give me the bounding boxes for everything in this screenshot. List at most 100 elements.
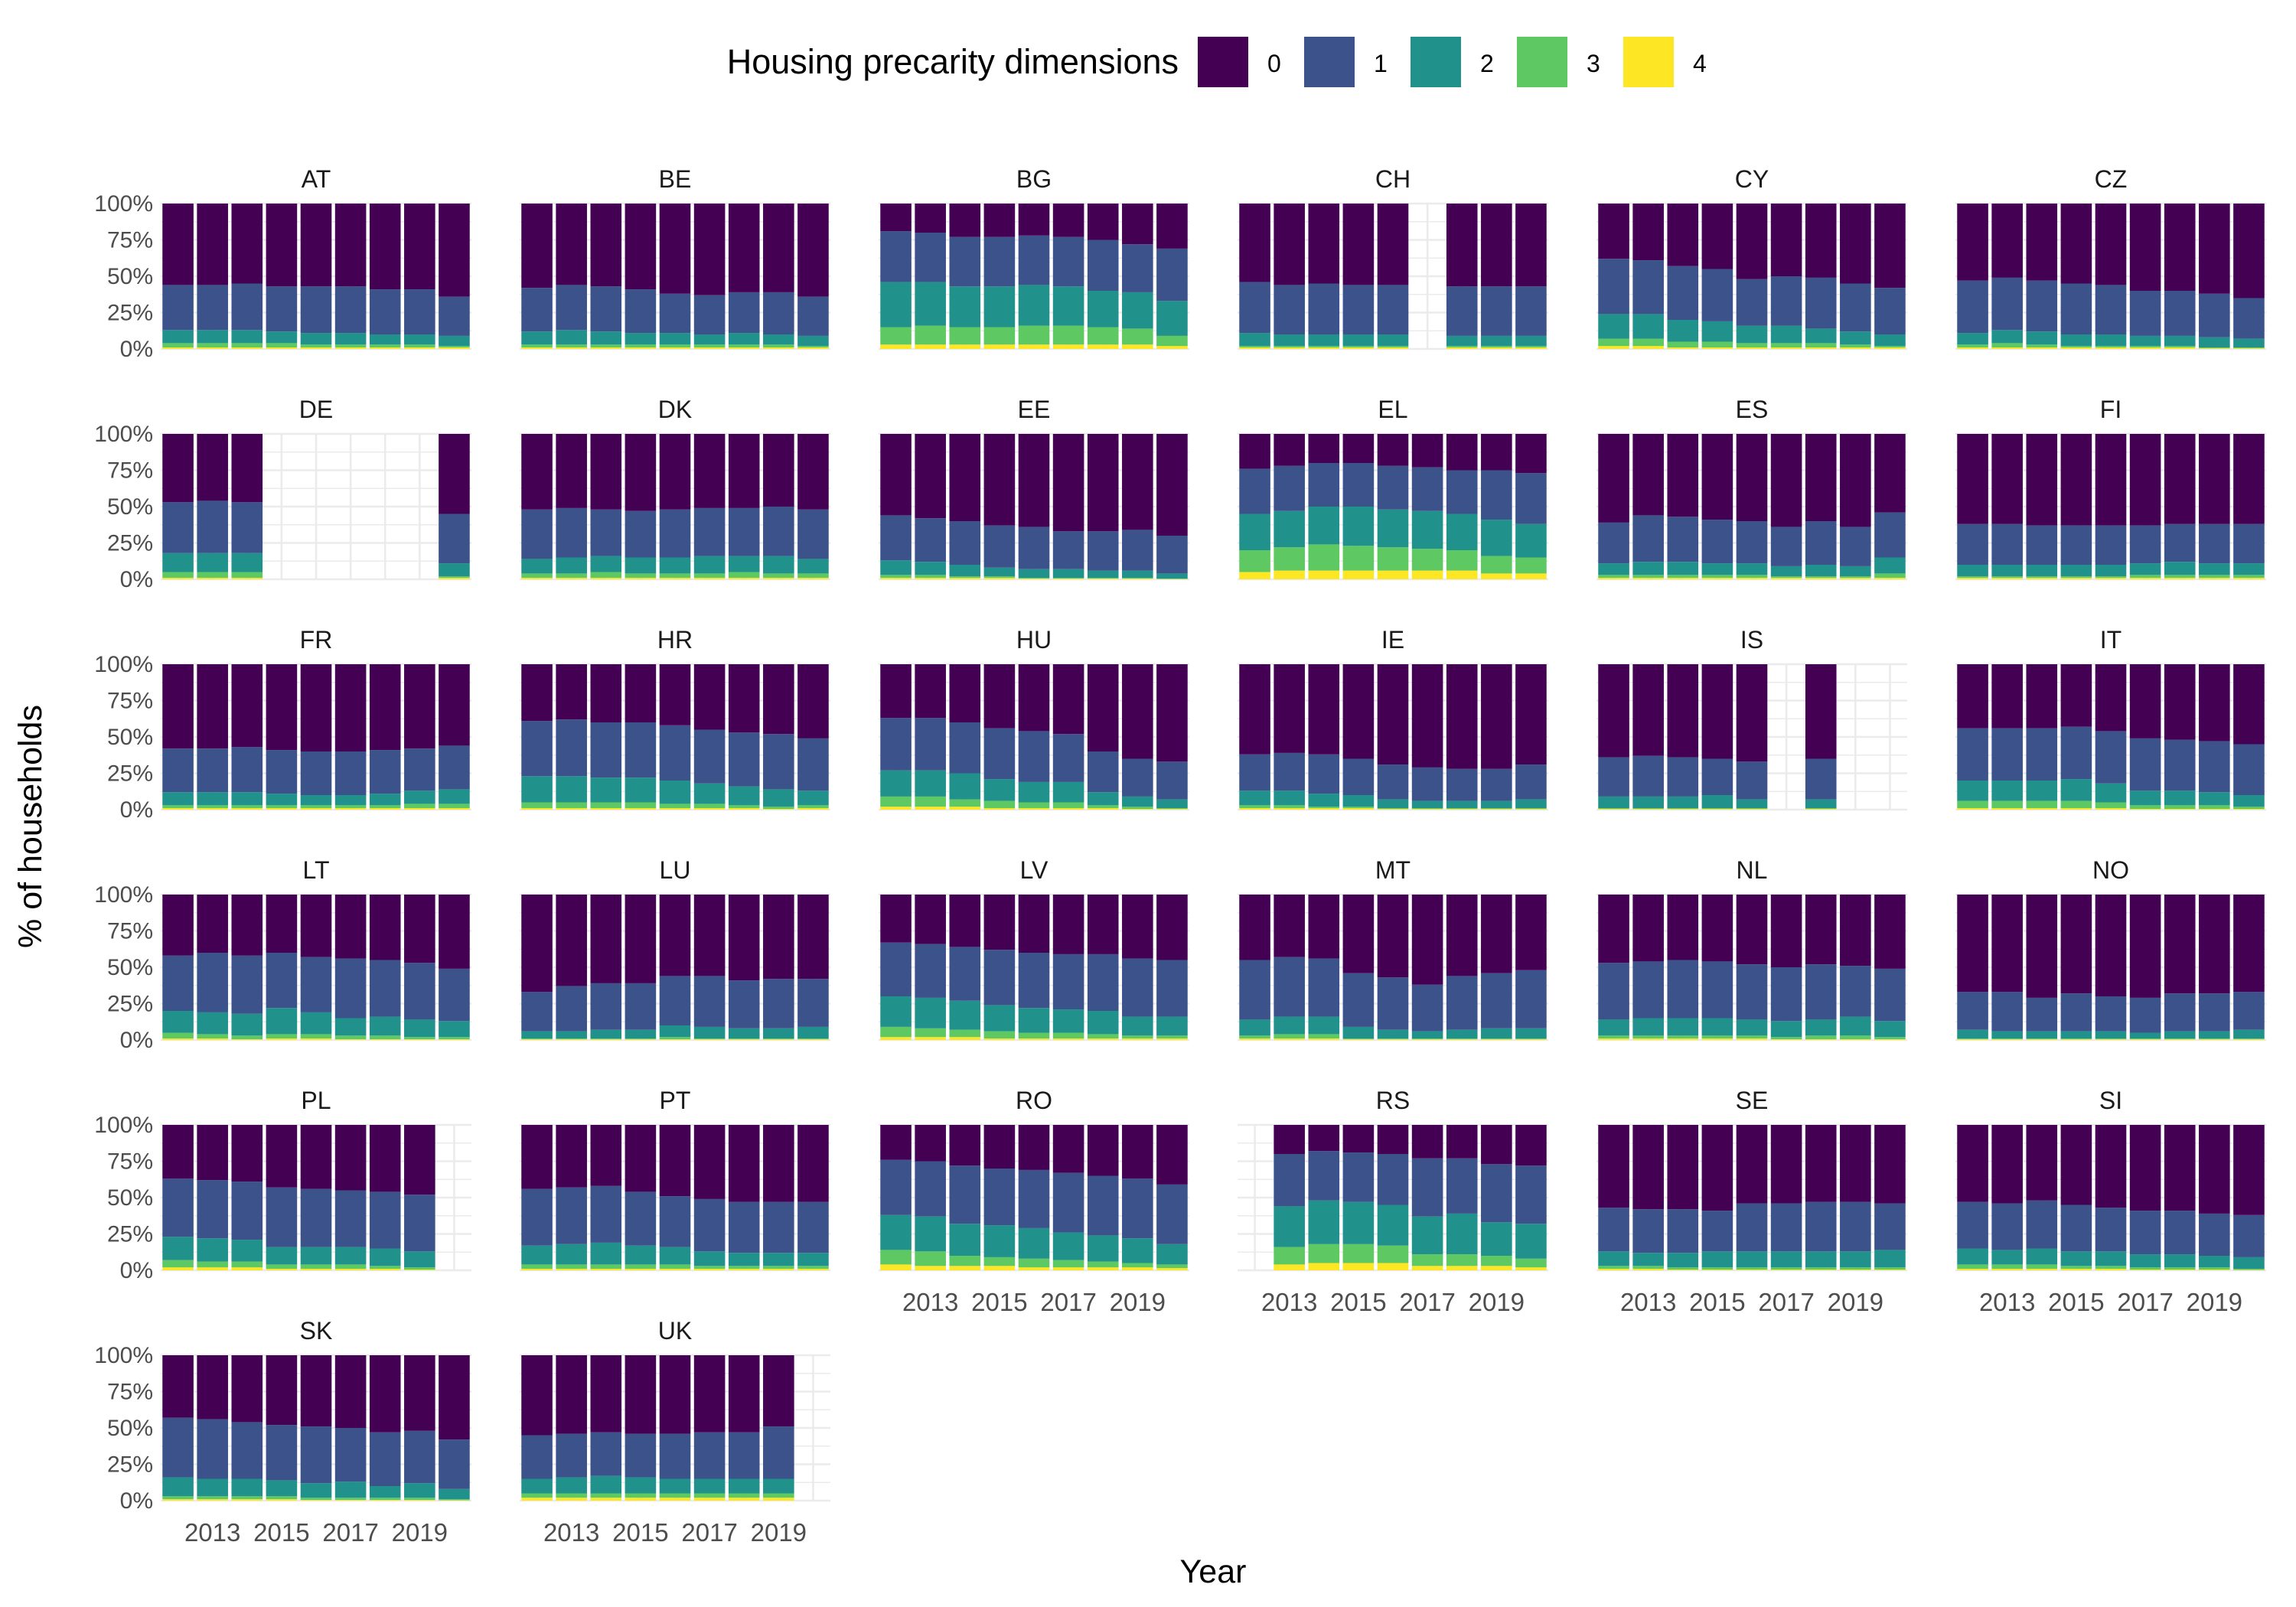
bar-segment-4 xyxy=(1991,1269,2023,1270)
bar-segment-3 xyxy=(1481,1038,1512,1040)
facet-title: LV xyxy=(1020,856,1049,884)
bar-segment-2 xyxy=(556,1031,587,1039)
bar-segment-4 xyxy=(625,578,657,579)
bar-segment-2 xyxy=(1018,569,1050,579)
bar-segment-4 xyxy=(1377,1039,1409,1040)
facet-lu: LU xyxy=(520,856,830,1041)
bar-segment-3 xyxy=(1446,346,1478,348)
bar-segment-4 xyxy=(915,578,946,579)
bar-segment-2 xyxy=(1481,1222,1512,1256)
bar-segment-4 xyxy=(300,808,332,810)
bar-segment-1 xyxy=(2026,997,2058,1032)
bar-segment-3 xyxy=(1632,1266,1664,1270)
bar-segment-3 xyxy=(1515,346,1547,348)
bar-segment-1 xyxy=(266,1425,298,1481)
bar-segment-1 xyxy=(1770,276,1802,326)
bar-segment-0 xyxy=(1701,895,1733,962)
bar-segment-3 xyxy=(1701,808,1733,810)
bar-segment-2 xyxy=(1411,1031,1443,1039)
bar-segment-1 xyxy=(2164,739,2196,791)
bar-segment-3 xyxy=(2026,800,2058,809)
bar-segment-2 xyxy=(521,331,553,345)
bar-segment-4 xyxy=(231,1267,263,1270)
bar-segment-2 xyxy=(1515,799,1547,809)
bar-segment-4 xyxy=(590,578,622,579)
bar-segment-2 xyxy=(1770,1021,1802,1038)
bar-segment-3 xyxy=(162,572,194,579)
bar-segment-3 xyxy=(1874,573,1906,579)
facet-title: IT xyxy=(2100,626,2122,654)
bar-segment-3 xyxy=(1156,1264,1188,1269)
bar-segment-2 xyxy=(915,997,946,1028)
bar-segment-0 xyxy=(1840,895,1871,966)
bar-segment-2 xyxy=(1156,799,1188,809)
bar-segment-0 xyxy=(1087,204,1119,240)
bar-segment-2 xyxy=(2060,1251,2092,1266)
bar-segment-2 xyxy=(1957,781,1988,801)
facet-title: IE xyxy=(1381,626,1404,654)
bar-segment-4 xyxy=(266,347,298,349)
bar-segment-0 xyxy=(162,204,194,285)
bar-segment-3 xyxy=(1957,1038,1988,1040)
bar-segment-1 xyxy=(1805,277,1837,329)
bar-segment-1 xyxy=(728,732,760,787)
bar-segment-2 xyxy=(1087,792,1119,806)
bar-segment-0 xyxy=(1308,1125,1340,1152)
bar-segment-4 xyxy=(1342,347,1375,349)
bar-segment-4 xyxy=(439,808,470,810)
bar-segment-0 xyxy=(1632,434,1664,516)
facet-es: ES xyxy=(1596,396,1907,581)
bar-segment-1 xyxy=(1632,755,1664,797)
bar-segment-2 xyxy=(404,1251,435,1268)
bar-segment-2 xyxy=(590,777,622,803)
bar-segment-1 xyxy=(1481,768,1512,801)
bar-segment-1 xyxy=(2026,280,2058,332)
bar-segment-0 xyxy=(625,434,657,511)
bar-segment-3 xyxy=(1052,802,1084,809)
bar-segment-4 xyxy=(1122,1038,1153,1040)
bar-segment-1 xyxy=(369,750,401,794)
facet-title: UK xyxy=(658,1317,692,1345)
bar-segment-4 xyxy=(2199,578,2230,579)
bar-segment-0 xyxy=(1052,204,1084,237)
bar-segment-3 xyxy=(949,1256,981,1266)
bar-segment-0 xyxy=(1481,1125,1512,1165)
bar-segment-3 xyxy=(2095,802,2127,809)
bar-segment-1 xyxy=(2095,996,2127,1032)
bar-segment-3 xyxy=(983,327,1016,345)
bar-segment-3 xyxy=(1736,343,1768,348)
bar-segment-2 xyxy=(1481,1028,1512,1039)
bar-segment-4 xyxy=(439,1039,470,1040)
bar-segment-3 xyxy=(439,346,470,348)
bar-segment-4 xyxy=(334,1039,367,1040)
bar-segment-2 xyxy=(949,1224,981,1256)
bar-segment-1 xyxy=(1481,1164,1512,1223)
bar-segment-0 xyxy=(162,664,194,749)
bar-segment-2 xyxy=(556,776,587,803)
bar-segment-1 xyxy=(949,947,981,1001)
bar-segment-4 xyxy=(1274,347,1305,349)
bar-segment-0 xyxy=(1874,895,1906,969)
facet-title: FI xyxy=(2100,396,2122,423)
bar-segment-1 xyxy=(659,976,691,1025)
bar-segment-1 xyxy=(1701,520,1733,564)
bar-segment-2 xyxy=(659,781,691,804)
bar-segment-2 xyxy=(1598,314,1629,339)
bar-segment-2 xyxy=(2095,334,2127,347)
bar-segment-0 xyxy=(197,664,228,749)
x-tick-label: 2019 xyxy=(2187,1288,2242,1316)
bar-segment-4 xyxy=(521,1269,553,1270)
bar-segment-2 xyxy=(983,779,1016,801)
bar-segment-2 xyxy=(2199,792,2230,806)
facet-cy: CY xyxy=(1596,165,1907,350)
bar-segment-0 xyxy=(556,1125,587,1188)
bar-segment-4 xyxy=(1667,1038,1699,1040)
bar-segment-0 xyxy=(983,664,1016,729)
bar-segment-0 xyxy=(1957,664,1988,729)
bar-segment-1 xyxy=(2199,741,2230,793)
bar-segment-4 xyxy=(797,578,829,579)
bar-segment-0 xyxy=(983,434,1016,526)
bar-segment-3 xyxy=(915,1028,946,1038)
bar-segment-4 xyxy=(162,1038,194,1040)
bar-segment-0 xyxy=(1122,664,1153,759)
